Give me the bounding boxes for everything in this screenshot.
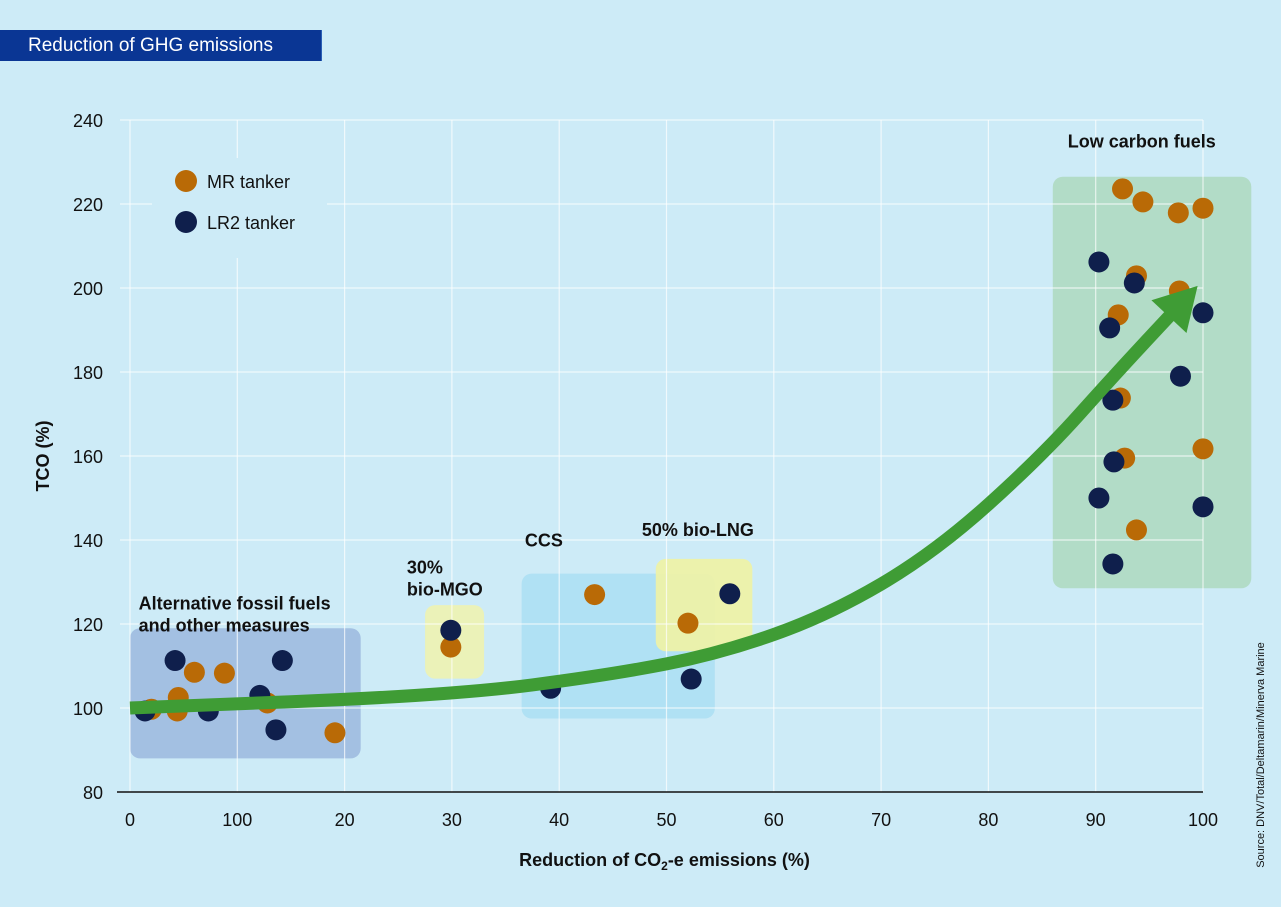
data-point-mr-tanker (183, 661, 205, 683)
data-point-mr-tanker (1192, 438, 1214, 460)
data-point-lr2-tanker (265, 719, 287, 741)
x-tick-label: 80 (978, 810, 998, 830)
trend-arrow-shaft (129, 301, 1184, 715)
data-point-lr2-tanker (719, 583, 741, 605)
data-point-lr2-tanker (1099, 317, 1121, 339)
y-tick-label: 100 (73, 699, 103, 719)
region-label-line: and other measures (139, 615, 310, 635)
data-point-mr-tanker (440, 636, 462, 658)
data-point-lr2-tanker (271, 650, 293, 672)
data-point-mr-tanker (1125, 519, 1147, 541)
region-box-4 (1052, 176, 1252, 589)
x-tick-label: 100 (222, 810, 252, 830)
x-tick-label: 0 (125, 810, 135, 830)
region-label-line: Alternative fossil fuels (139, 593, 331, 613)
region-label: Low carbon fuels (1068, 131, 1216, 151)
x-tick-label: 90 (1086, 810, 1106, 830)
y-tick-label: 140 (73, 531, 103, 551)
y-tick-label: 220 (73, 195, 103, 215)
data-point-mr-tanker (584, 584, 606, 606)
data-point-mr-tanker (1112, 178, 1134, 200)
data-point-mr-tanker (677, 612, 699, 634)
data-point-mr-tanker (324, 722, 346, 744)
region-label: Alternative fossil fuels and other measur… (139, 593, 331, 635)
region-label-line: 50% bio-LNG (642, 520, 754, 540)
x-tick-label: 70 (871, 810, 891, 830)
x-tick-label: 50 (656, 810, 676, 830)
x-tick-label: 30 (442, 810, 462, 830)
legend-marker-lr2 (175, 211, 197, 233)
legend-label-lr2: LR2 tanker (207, 213, 295, 233)
region-label-line: 30% (407, 558, 443, 578)
y-tick-label: 200 (73, 279, 103, 299)
data-point-mr-tanker (1132, 191, 1154, 213)
data-point-lr2-tanker (164, 650, 186, 672)
y-tick-label: 120 (73, 615, 103, 635)
region-label-line: bio-MGO (407, 580, 483, 600)
data-point-lr2-tanker (1088, 251, 1110, 273)
y-axis-label: TCO (%) (33, 421, 53, 492)
legend-label-mr: MR tanker (207, 172, 290, 192)
region-label-line: CCS (525, 530, 563, 550)
region-label: 50% bio-LNG (642, 520, 754, 540)
chart-title-banner: Reduction of GHG emissions (0, 30, 322, 61)
data-point-lr2-tanker (1169, 365, 1191, 387)
data-point-mr-tanker (213, 662, 235, 684)
data-point-lr2-tanker (1088, 487, 1110, 509)
region-label: CCS (525, 530, 563, 550)
trend-arrow (129, 285, 1198, 715)
x-axis-label: Reduction of CO2-e emissions (%) (519, 850, 810, 873)
chart-title: Reduction of GHG emissions (28, 35, 273, 56)
data-point-lr2-tanker (440, 619, 462, 641)
data-point-lr2-tanker (1102, 389, 1124, 411)
region-box-0 (130, 628, 361, 759)
series-lr2-tanker (134, 251, 1214, 741)
data-point-lr2-tanker (1103, 451, 1125, 473)
data-point-lr2-tanker (1192, 496, 1214, 518)
data-point-mr-tanker (1167, 202, 1189, 224)
x-tick-label: 40 (549, 810, 569, 830)
y-tick-label: 180 (73, 363, 103, 383)
y-tick-label: 160 (73, 447, 103, 467)
data-point-lr2-tanker (1192, 302, 1214, 324)
x-tick-label: 100 (1188, 810, 1218, 830)
axes: 0 100 20 30 40 50 60 70 80 90 100 80 100 120 140 160 180… (73, 111, 1218, 830)
y-tick-label: 80 (83, 783, 103, 803)
x-tick-label: 20 (335, 810, 355, 830)
legend-marker-mr (175, 170, 197, 192)
y-tick-label: 240 (73, 111, 103, 131)
legend: MR tanker LR2 tanker (152, 158, 327, 258)
source-note: Source: DNV/Total/Deltamarin/Minerva Mar… (1255, 642, 1267, 868)
region-box-3 (655, 558, 753, 652)
x-tick-label: 60 (764, 810, 784, 830)
region-labels: Alternative fossil fuels and other measur… (139, 131, 1216, 635)
trend-arrow-head (1151, 285, 1198, 333)
region-label: 30% bio-MGO (407, 558, 483, 600)
data-point-lr2-tanker (680, 668, 702, 690)
region-label-line: Low carbon fuels (1068, 131, 1216, 151)
data-point-lr2-tanker (1123, 272, 1145, 294)
data-point-lr2-tanker (1102, 553, 1124, 575)
data-point-mr-tanker (1192, 197, 1214, 219)
